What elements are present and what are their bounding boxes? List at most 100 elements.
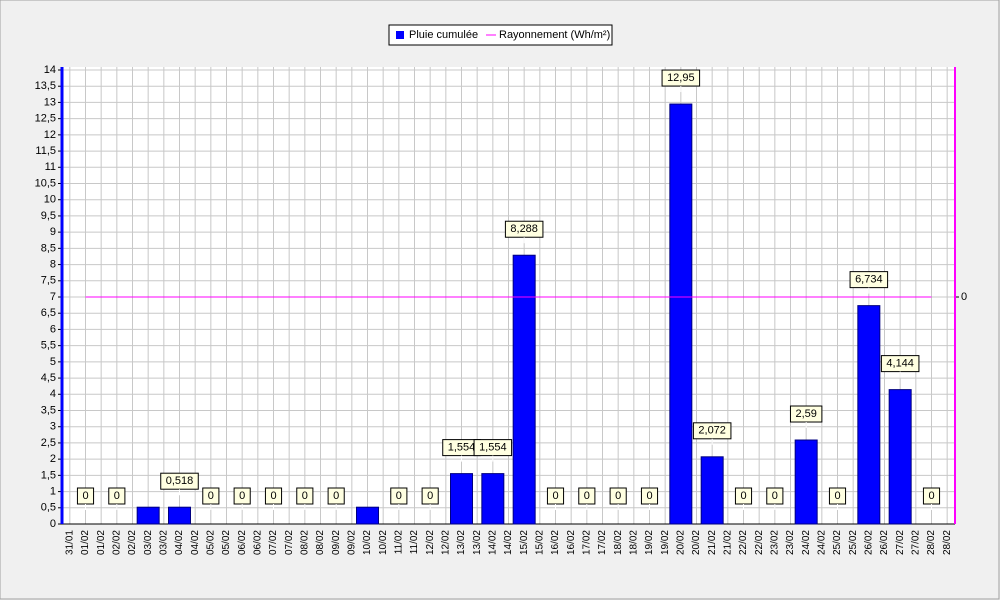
y-tick-label: 11,5 [35,145,56,157]
x-tick-label: 07/02 [268,530,279,555]
x-tick-label: 23/02 [785,530,796,555]
data-label: 0 [76,487,95,510]
data-label-text: 4,144 [886,358,914,370]
y-tick-label: 11 [45,161,56,173]
legend-swatch [396,31,404,39]
y-tick-label: 4,5 [41,372,56,384]
data-label: 0 [264,487,283,510]
data-label: 0 [108,487,126,510]
data-label: 0 [578,487,596,510]
x-tick-label: 10/02 [362,530,373,555]
x-tick-label: 13/02 [456,530,467,555]
data-label-text: 1,554 [448,442,476,454]
bar [888,389,912,525]
data-label: 0 [609,487,627,510]
x-tick-label: 24/02 [801,530,812,555]
y-tick-label: 0 [50,518,56,530]
y-tick-label: 0,5 [41,502,56,514]
y-tick-label: 10 [44,194,56,206]
y-tick-label: 8,5 [41,242,56,254]
x-tick-label: 25/02 [832,530,843,555]
x-tick-label: 20/02 [675,530,686,555]
y-tick-label: 8 [50,258,56,270]
x-tick-label: 21/02 [722,530,733,555]
legend-box [388,24,613,46]
x-tick-label: 06/02 [252,530,263,555]
data-label: 0 [640,487,659,510]
bar [512,254,536,525]
data-label-text: 0 [396,490,402,502]
x-tick-label: 03/02 [143,530,154,555]
y-tick-label: 5 [50,356,56,368]
data-label-text: 0 [427,490,433,502]
data-label: 0 [766,487,784,510]
data-label: 2,072 [692,422,732,445]
bar [794,439,818,525]
x-tick-label: 24/02 [816,530,827,555]
y-tick-label: 2,5 [41,437,56,449]
y-tick-label: 4 [50,388,56,400]
x-tick-label: 09/02 [346,530,357,555]
data-label: 0 [546,487,565,510]
x-tick-label: 16/02 [566,530,577,555]
data-label-text: 0 [239,490,245,502]
x-tick-label: 12/02 [440,530,451,555]
x-tick-label: 04/02 [190,530,201,555]
data-label-text: 6,734 [855,274,883,286]
x-tick-label: 12/02 [425,530,436,555]
x-tick-label: 01/02 [96,530,107,555]
bar [136,506,160,525]
x-tick-label: 20/02 [691,530,702,555]
y-tick-label: 7 [50,291,56,303]
x-tick-label: 23/02 [769,530,780,555]
y-tick-label: 13,5 [35,80,56,92]
x-tick-label: 26/02 [879,530,890,555]
data-label-text: 2,59 [795,408,816,420]
y-tick-label: 13 [44,96,56,108]
data-label-text: 0 [270,490,276,502]
x-tick-label: 13/02 [472,530,483,555]
y-tick-label: 1,5 [41,469,56,481]
x-tick-label: 03/02 [158,530,169,555]
data-label-text: 0 [208,490,214,502]
y-tick-label: 6 [50,323,56,335]
x-tick-label: 16/02 [550,530,561,555]
y-tick-label: 2 [50,453,56,465]
x-tick-label: 06/02 [237,530,248,555]
data-label: 0 [390,487,408,510]
bar [669,103,693,525]
data-label-text: 0 [114,490,120,502]
x-tick-label: 25/02 [848,530,859,555]
y-tick-label: 3,5 [41,404,56,416]
data-label: 4,144 [880,355,920,378]
data-label-text: 12,95 [667,72,695,84]
x-tick-label: 22/02 [738,530,749,555]
y-tick-label: 12,5 [35,113,56,125]
data-label: 6,734 [849,271,889,294]
x-tick-label: 05/02 [221,530,232,555]
x-tick-label: 04/02 [174,530,185,555]
x-tick-label: 21/02 [707,530,718,555]
data-label: 0 [202,487,220,510]
x-tick-label: 10/02 [378,530,389,555]
x-tick-label: 19/02 [660,530,671,555]
bar [168,506,191,525]
y-tick-label: 9,5 [41,210,56,222]
bar [356,506,379,525]
x-tick-label: 02/02 [111,530,122,555]
data-label-text: 0 [584,490,590,502]
data-label: 0 [233,487,251,510]
data-label-text: 0 [82,490,88,502]
data-label: 0 [421,487,439,510]
legend-label: Rayonnement (Wh/m²) [499,29,610,41]
bar [857,305,881,525]
x-tick-label: 11/02 [409,530,420,555]
data-label-text: 0 [834,490,840,502]
y2-tick-label: 0 [961,291,967,303]
x-tick-label: 07/02 [284,530,295,555]
y-tick-label: 6,5 [41,307,56,319]
x-tick-label: 14/02 [487,530,498,555]
data-label: 0 [327,487,345,510]
x-tick-label: 08/02 [315,530,326,555]
x-tick-label: 14/02 [503,530,514,555]
